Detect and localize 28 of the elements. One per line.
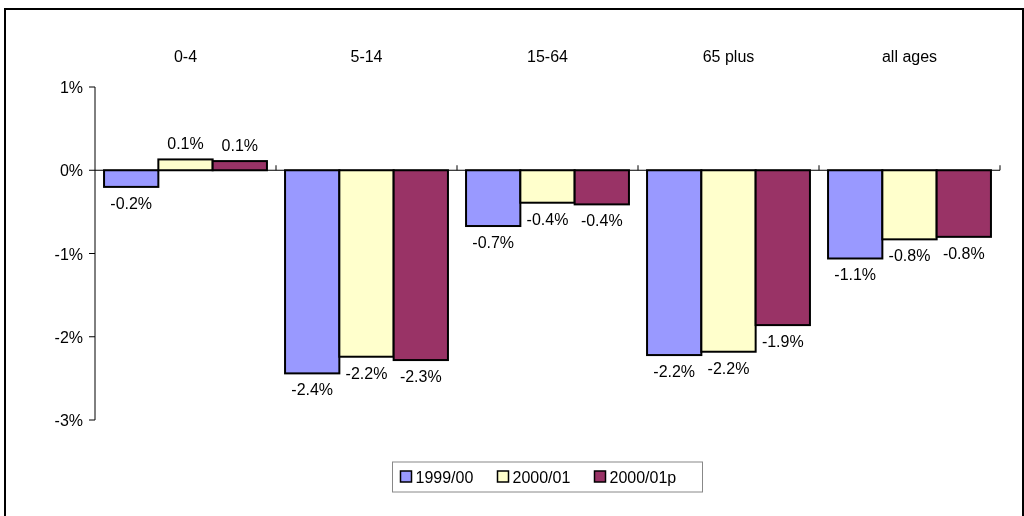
x-tick-label: 5-14 [350,48,383,65]
legend-label: 1999/00 [415,469,474,486]
x-tick-label: 0-4 [173,48,198,65]
data-label: -0.8% [942,244,985,262]
y-tick-label: -2% [54,328,83,346]
data-label: -0.8% [888,247,931,265]
data-label: -0.4% [526,210,569,228]
data-label: -0.4% [580,212,623,230]
y-tick-label: 0% [59,162,83,180]
legend-label: 2000/01 [512,469,571,486]
legend-label: 2000/01p [609,469,677,486]
y-tick-label: 1% [59,79,83,96]
data-label: -1.1% [834,266,877,284]
x-tick-label: all ages [881,48,938,65]
data-label: -1.9% [761,333,804,351]
data-label: -2.4% [291,381,334,399]
data-label: -2.2% [345,364,388,382]
y-tick-label: -3% [54,412,83,429]
data-label: 0.1% [221,137,259,155]
y-tick-label: -1% [54,245,83,263]
x-tick-label: 15-64 [527,48,569,65]
data-label: -0.2% [110,194,153,212]
data-label: -2.3% [399,368,442,386]
data-label: -2.2% [707,359,750,377]
x-tick-label: 65 plus [702,48,755,65]
data-label: 0.1% [167,135,204,153]
data-label: -2.2% [653,363,696,381]
data-label: -0.7% [472,234,515,252]
